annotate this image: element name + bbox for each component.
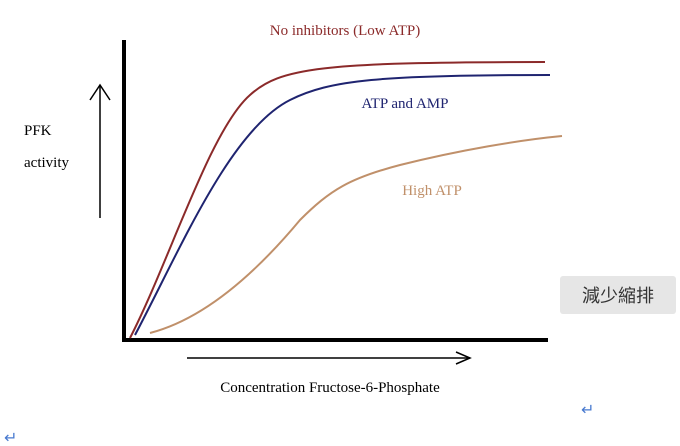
curve-label: High ATP [402, 183, 462, 199]
x-arrow [187, 351, 472, 365]
x-axis-label: Concentration Fructose-6-Phosphate [220, 380, 440, 396]
curve-label: No inhibitors (Low ATP) [270, 23, 420, 39]
curve-no-inhibitors [129, 61, 546, 339]
paragraph-mark: ↵ [581, 400, 595, 419]
paragraph-mark: ↵ [4, 428, 18, 446]
curve-atp-amp [134, 74, 551, 336]
y-arrow [89, 83, 111, 218]
curve-high-atp [149, 135, 563, 334]
outdent-button[interactable]: 減少縮排 [560, 276, 676, 314]
y-axis-label: PFK [24, 123, 52, 139]
y-axis-label: activity [24, 155, 69, 171]
curve-label: ATP and AMP [362, 96, 449, 112]
